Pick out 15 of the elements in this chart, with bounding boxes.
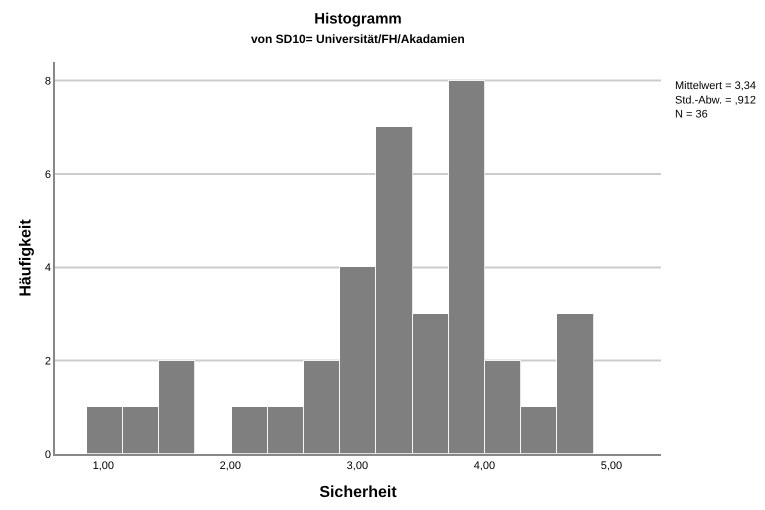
y-tick-label: 8 — [44, 76, 52, 88]
text: Mittelwert = 3,34 Std.-Abw. = ,912 N = 36 — [675, 80, 756, 121]
x-axis-title: Sicherheit — [319, 484, 398, 502]
x-tick-label: 2,00 — [220, 460, 242, 472]
x-tick-label: 1,00 — [92, 460, 114, 472]
y-axis-title: Häufigkeit — [17, 218, 34, 297]
x-tick-label: 4,00 — [474, 460, 496, 472]
y-tick-label: 4 — [44, 262, 52, 274]
y-tick-label: 0 — [44, 448, 52, 461]
x-tick-label: 3,00 — [346, 460, 368, 472]
y-tick-label: 6 — [44, 168, 52, 181]
y-tick-label: 2 — [44, 356, 52, 368]
chart-title: Histogramm — [314, 10, 402, 28]
x-tick-label: 5,00 — [600, 460, 622, 472]
chart-subtitle: von SD10= Universität/FH/Akadamien — [251, 32, 465, 46]
